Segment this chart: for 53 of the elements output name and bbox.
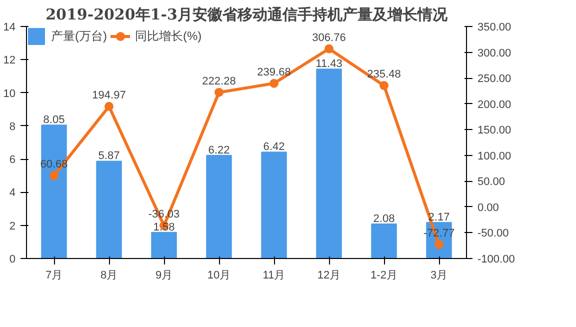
- x-tick-label: 12月: [317, 270, 341, 282]
- legend-label: 同比增长(%): [135, 28, 202, 44]
- data-label: 239.68: [257, 66, 291, 78]
- data-label: 6.22: [208, 144, 230, 156]
- y2-tick-label: 250.00: [478, 73, 512, 86]
- data-label: 2.08: [373, 213, 395, 226]
- y2-tick-label: 50.00: [478, 176, 506, 188]
- bar: [316, 68, 342, 258]
- y2-tick-label: 300.00: [478, 47, 512, 60]
- y2-tick-label: 350.00: [478, 22, 512, 34]
- data-label: 5.87: [98, 150, 120, 162]
- data-label: 306.76: [312, 32, 346, 44]
- y2-tick-label: 100.00: [478, 150, 512, 162]
- y-tick-label: 14: [3, 22, 16, 34]
- y-tick-label: 8: [9, 120, 16, 133]
- x-tick-label: 9月: [155, 270, 173, 282]
- y2-tick-label: 0.00: [478, 202, 499, 214]
- data-label: 194.97: [92, 89, 126, 102]
- y-tick-label: 6: [9, 154, 16, 166]
- bar: [41, 124, 67, 258]
- point: [50, 171, 58, 180]
- y-tick-label: 0: [9, 254, 16, 266]
- y-tick-label: 2: [9, 220, 16, 232]
- data-label: 11.43: [316, 58, 342, 70]
- data-label: 8.05: [43, 114, 65, 126]
- point: [104, 102, 114, 111]
- x-tick-label: 10月: [207, 270, 231, 282]
- x-tick-label: 11月: [262, 270, 286, 282]
- chart-title: 2019-2020年1-3月安徽省移动通信手持机产量及增长情况: [46, 6, 448, 24]
- x-tick-label: 3月: [430, 270, 448, 282]
- point: [270, 78, 278, 88]
- data-label: 222.28: [202, 75, 236, 88]
- data-label: 6.42: [263, 141, 285, 154]
- y-tick-label: 10: [3, 88, 16, 100]
- legend-label: 产量(万台): [51, 28, 107, 44]
- x-tick-label: 1-2月: [370, 270, 398, 282]
- point: [214, 88, 224, 97]
- bar: [96, 160, 122, 258]
- data-label: 235.48: [367, 68, 401, 81]
- bar: [261, 152, 287, 258]
- y2-tick-label: 200.00: [478, 98, 512, 111]
- bar: [206, 154, 232, 258]
- bar: [151, 232, 177, 258]
- y2-tick-label: 150.00: [478, 124, 512, 137]
- point: [324, 44, 334, 54]
- x-tick-label: 8月: [100, 270, 118, 282]
- point: [380, 81, 388, 90]
- y2-tick-label: -100.00: [478, 254, 515, 266]
- bar: [371, 224, 397, 258]
- y-tick-label: 4: [9, 187, 16, 200]
- y2-tick-label: -50.00: [478, 228, 509, 240]
- x-tick-label: 7月: [45, 270, 63, 282]
- y-tick-label: 12: [3, 54, 16, 67]
